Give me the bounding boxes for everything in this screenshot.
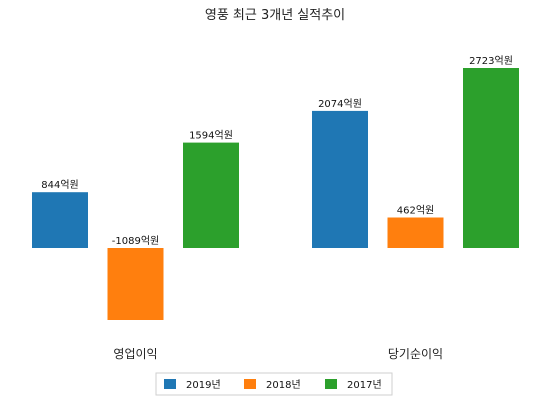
bar-labels-group: 844억원 -1089억원 1594억원 2074억원 462억원 2723억원 [41,55,513,247]
category-labels-group: 영업이익 당기순이익 [113,347,443,361]
category-label-0: 영업이익 [113,347,157,361]
bar-value-label-1-0: 2074억원 [318,98,362,110]
bar-value-label-1-1: 462억원 [397,205,435,217]
bar-value-label-1-2: 2723억원 [469,55,513,67]
bar-1-1 [387,217,444,248]
bar-value-label-0-1: -1089억원 [112,235,159,247]
bar-1-2 [463,68,519,248]
bar-value-label-0-2: 1594억원 [189,130,233,142]
bar-value-label-0-0: 844억원 [41,179,79,191]
legend-label-0: 2019년 [186,379,221,391]
bar-0-2 [183,142,239,248]
bars-group [32,68,519,320]
legend-frame [155,372,393,396]
legend: 2019년 2018년 2017년 [155,372,393,396]
category-label-1: 당기순이익 [388,347,443,361]
legend-label-2: 2017년 [347,379,382,391]
legend-swatch-2 [325,379,337,389]
bar-1-0 [312,110,368,249]
bar-0-0 [32,192,88,248]
legend-swatch-1 [244,379,256,389]
chart-title: 영풍 최근 3개년 실적추이 [205,8,345,23]
legend-swatch-0 [164,379,176,389]
bar-0-1 [107,248,164,320]
legend-label-1: 2018년 [266,379,301,391]
